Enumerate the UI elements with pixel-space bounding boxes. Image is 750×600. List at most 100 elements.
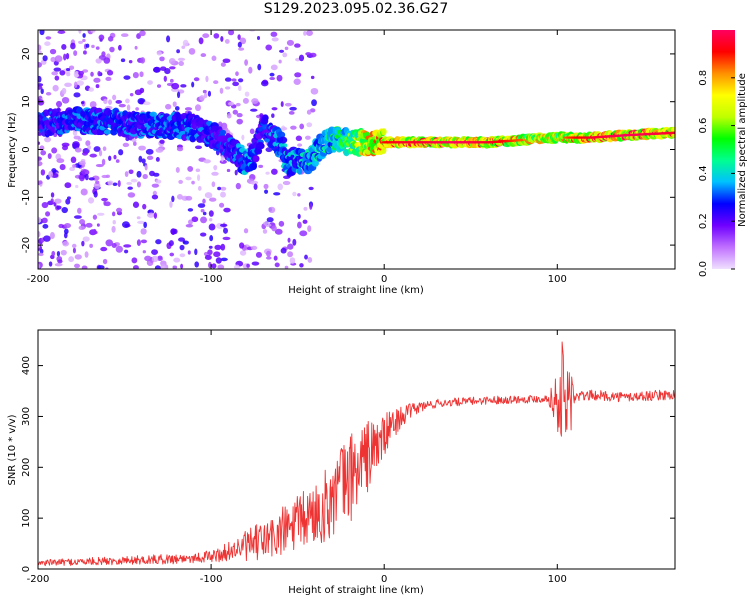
spectrogram-noise-point <box>73 215 82 219</box>
spectrogram-noise-point <box>288 111 295 115</box>
spectrogram-noise-point <box>276 74 283 82</box>
spectrogram-noise-point <box>112 94 117 101</box>
spectrogram-noise-point <box>95 180 100 184</box>
snr-series-line <box>38 341 675 567</box>
spectrogram-noise-point <box>103 200 107 206</box>
spectrogram-noise-point <box>270 64 278 71</box>
spectrogram-x-tick-label: 100 <box>548 274 567 285</box>
spectrogram-noise-point <box>118 103 126 108</box>
spectrogram-noise-point <box>84 173 89 181</box>
spectrogram-noise-point <box>297 143 303 147</box>
spectrogram-noise-point <box>217 264 225 269</box>
spectrogram-noise-point <box>68 256 75 263</box>
spectrogram-noise-point <box>121 33 129 38</box>
spectrogram-noise-point <box>222 58 231 64</box>
snr-y-tick-label: 200 <box>21 458 32 477</box>
spectrogram-noise-point <box>265 44 273 51</box>
spectrogram-noise-point <box>292 238 297 246</box>
spectrogram-noise-point <box>179 253 186 258</box>
spectrogram-noise-point <box>232 109 238 115</box>
spectrogram-noise-point <box>187 250 191 255</box>
spectrogram-noise-point <box>87 197 95 204</box>
spectrogram-noise-point <box>144 255 152 262</box>
spectrogram-noise-point <box>297 221 302 229</box>
snr-x-tick-label: 100 <box>548 574 567 585</box>
spectrogram-noise-point <box>111 211 116 217</box>
spectrogram-noise-point <box>172 101 177 107</box>
spectrogram-noise-point <box>211 55 217 61</box>
spectrogram-noise-point <box>299 123 305 130</box>
spectrogram-noise-point <box>274 228 283 235</box>
spectrogram-noise-point <box>51 168 57 174</box>
spectrogram-noise-point <box>263 221 269 226</box>
spectrogram-x-axis-label: Height of straight line (km) <box>288 285 424 296</box>
spectrogram-noise-point <box>239 242 245 249</box>
spectrogram-noise-point <box>77 207 82 214</box>
spectrogram-noise-point <box>146 212 155 218</box>
spectrogram-noise-point <box>64 82 72 87</box>
spectrogram-noise-point <box>40 169 46 176</box>
spectrogram-noise-point <box>140 57 146 64</box>
spectrogram-noise-point <box>194 248 198 256</box>
spectrogram-noise-point <box>133 141 137 146</box>
spectrogram-noise-point <box>219 202 225 208</box>
spectrogram-noise-point <box>45 36 52 40</box>
spectrogram-noise-point <box>174 106 180 111</box>
spectrogram-noise-point <box>154 265 161 269</box>
spectrogram-noise-point <box>187 166 194 172</box>
spectrogram-noise-point <box>72 141 80 149</box>
spectrogram-noise-point <box>231 78 237 82</box>
spectrogram-noise-point <box>39 30 45 36</box>
spectrogram-noise-point <box>38 62 42 68</box>
spectrogram-noise-point <box>284 102 292 107</box>
spectrogram-noise-point <box>151 194 159 200</box>
spectrogram-noise-point <box>200 216 208 224</box>
spectrogram-noise-point <box>71 243 77 249</box>
spectrogram-noise-point <box>74 254 82 260</box>
spectrogram-noise-point <box>101 51 106 58</box>
spectrogram-noise-point <box>128 169 134 175</box>
spectrogram-noise-point <box>92 214 98 220</box>
spectrogram-noise-point <box>220 35 224 42</box>
spectrogram-noise-point <box>220 155 224 162</box>
spectrogram-noise-point <box>273 192 281 196</box>
snr-plot-area <box>38 330 675 569</box>
spectrogram-noise-point <box>195 104 202 112</box>
colorbar-label: Normalized spectral amplitude <box>737 73 748 227</box>
spectrogram-noise-point <box>236 112 243 118</box>
spectrogram-noise-point <box>107 180 114 186</box>
spectrogram-noise-point <box>80 188 88 196</box>
snr-y-tick-label: 100 <box>21 509 32 528</box>
spectrogram-noise-point <box>98 149 103 157</box>
spectrogram-noise-point <box>292 191 297 197</box>
spectrogram-noise-point <box>50 198 54 204</box>
spectrogram-noise-point <box>152 190 157 196</box>
spectrogram-noise-point <box>115 159 120 163</box>
spectrogram-noise-point <box>98 34 105 41</box>
spectrogram-noise-point <box>198 37 204 45</box>
spectrogram-noise-point <box>166 35 171 43</box>
spectrogram-noise-point <box>295 135 303 142</box>
spectrogram-noise-point <box>273 255 278 261</box>
spectrogram-noise-point <box>176 146 184 152</box>
spectrogram-noise-point <box>59 164 66 171</box>
spectrogram-noise-point <box>132 201 140 209</box>
spectrogram-noise-point <box>197 203 206 208</box>
spectrogram-noise-point <box>38 75 42 83</box>
spectrogram-noise-point <box>289 257 296 264</box>
spectrogram-noise-point <box>223 227 228 234</box>
spectrogram-noise-point <box>246 263 250 268</box>
spectrogram-y-tick-label: 20 <box>21 48 32 61</box>
spectrogram-noise-point <box>287 243 294 250</box>
spectrogram-noise-point <box>140 239 147 244</box>
spectrogram-noise-point <box>223 207 231 213</box>
spectrogram-noise-point <box>88 177 95 181</box>
spectrogram-noise-point <box>310 87 319 95</box>
spectrogram-noise-point <box>44 41 51 46</box>
spectrogram-noise-point <box>307 225 312 233</box>
spectrogram-noise-point <box>48 261 53 267</box>
spectrogram-noise-point <box>168 240 174 247</box>
page-title: S129.2023.095.02.36.G27 <box>263 1 449 17</box>
spectrogram-noise-point <box>113 154 117 160</box>
spectrogram-noise-point <box>172 265 178 269</box>
